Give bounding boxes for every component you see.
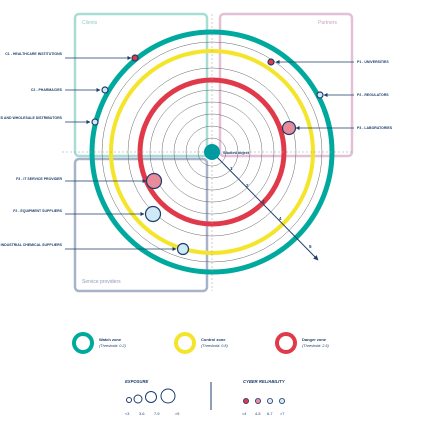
scale-tick-4: 4 bbox=[279, 216, 282, 221]
label-p1: P1 - UNIVERSITIES bbox=[357, 60, 389, 64]
exposure-legend: EXPOSURE <3 3-6 7-9 >9 bbox=[125, 379, 179, 416]
zones-legend: Watch zone (Threshold: 0.2) Control zone… bbox=[72, 332, 330, 354]
cyber-swatch-1 bbox=[242, 397, 249, 404]
label-f3: F3 - IT SERVICE PROVIDER bbox=[16, 177, 62, 181]
cyber-tick-4: >7 bbox=[280, 412, 284, 416]
scale-tick-3: 3 bbox=[262, 199, 265, 204]
label-p3: P3 - LABORATORIES bbox=[357, 126, 393, 130]
cyber-legend: CYBER RELIABILITY <4 4-5 6-7 >7 bbox=[242, 379, 286, 416]
exposure-tick-4: >9 bbox=[175, 412, 179, 416]
clients-label: Clients bbox=[82, 20, 98, 26]
label-c2: C2 - PHARMACIES bbox=[31, 88, 63, 92]
label-c1: C1 - HEALTHCARE INSTITUTIONS bbox=[5, 52, 62, 56]
node-p2[interactable] bbox=[316, 91, 324, 99]
node-c1[interactable] bbox=[131, 54, 139, 62]
danger-zone-swatch bbox=[275, 332, 297, 354]
center-label: Studied object bbox=[223, 151, 250, 155]
providers-label: Service providers bbox=[82, 279, 121, 285]
cyber-tick-3: 6-7 bbox=[267, 412, 273, 416]
node-c3[interactable] bbox=[91, 118, 99, 126]
cyber-title: CYBER RELIABILITY bbox=[243, 379, 286, 384]
cyber-swatch-4 bbox=[278, 397, 285, 404]
studied-object-node bbox=[204, 144, 220, 160]
exposure-size-3 bbox=[145, 391, 157, 403]
cyber-swatch-2 bbox=[254, 397, 261, 404]
node-c2[interactable] bbox=[101, 86, 109, 94]
danger-zone-threshold: (Threshold: 2.5) bbox=[302, 344, 330, 348]
label-p2: P2 - REGULATORS bbox=[357, 93, 389, 97]
scale-tick-1: 1 bbox=[230, 166, 233, 171]
scale-arrow bbox=[211, 151, 319, 261]
connector-lines bbox=[65, 56, 354, 251]
node-f3[interactable] bbox=[145, 172, 163, 190]
label-c3: C3 - DEPOSITORIES AND WHOLESALE DISTRIBU… bbox=[0, 116, 63, 120]
node-p1[interactable] bbox=[267, 58, 275, 66]
exposure-size-2 bbox=[133, 394, 143, 404]
partners-label: Partners bbox=[318, 20, 337, 26]
label-f1: F1 - INDUSTRIAL CHEMICAL SUPPLIERS bbox=[0, 243, 63, 247]
label-f2: F2 - EQUIPMENT SUPPLIERS bbox=[13, 209, 62, 213]
watch-zone-name: Watch zone bbox=[99, 337, 122, 342]
exposure-tick-3: 7-9 bbox=[154, 412, 160, 416]
control-zone-name: Control zone bbox=[201, 337, 226, 342]
control-zone-threshold: (Threshold: 0.8) bbox=[201, 344, 229, 348]
exposure-tick-2: 3-6 bbox=[139, 412, 145, 416]
exposure-tick-1: <3 bbox=[125, 412, 129, 416]
node-p3[interactable] bbox=[281, 120, 297, 136]
cyber-tick-1: <4 bbox=[242, 412, 246, 416]
exposure-size-4 bbox=[160, 388, 176, 404]
watch-zone-swatch bbox=[72, 332, 94, 354]
control-zone-swatch bbox=[174, 332, 196, 354]
cyber-swatch-3 bbox=[266, 397, 273, 404]
exposure-size-1 bbox=[126, 397, 132, 403]
node-f2[interactable] bbox=[144, 205, 162, 223]
watch-zone-threshold: (Threshold: 0.2) bbox=[99, 344, 127, 348]
scale-tick-2: 2 bbox=[246, 183, 249, 188]
cyber-tick-2: 4-5 bbox=[255, 412, 261, 416]
exposure-title: EXPOSURE bbox=[125, 379, 148, 384]
node-f1[interactable] bbox=[176, 242, 190, 256]
danger-zone-name: Danger zone bbox=[302, 337, 327, 342]
scale-tick-5: 5 bbox=[309, 244, 312, 249]
